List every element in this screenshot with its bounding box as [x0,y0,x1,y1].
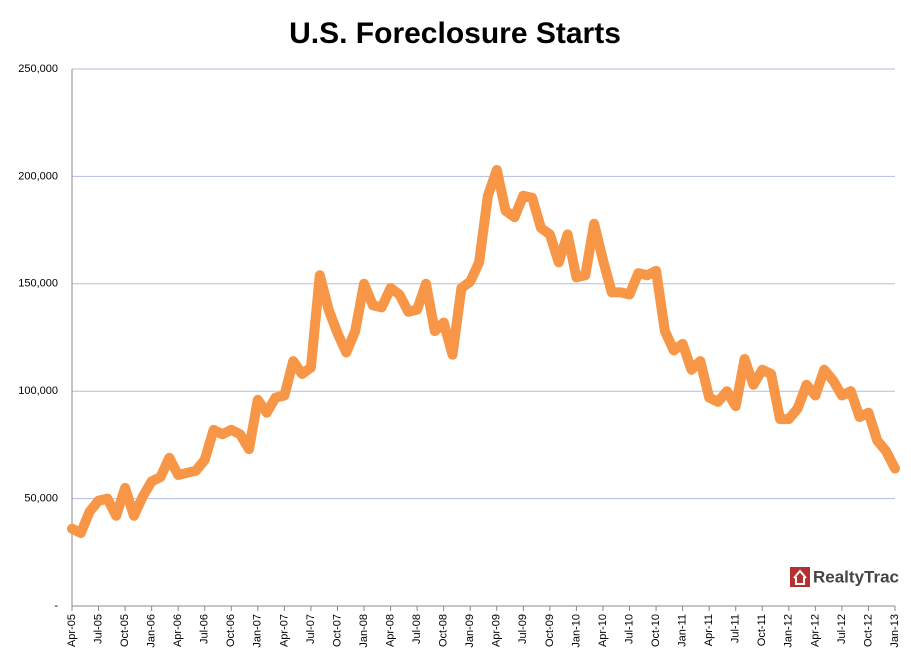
x-tick-label: Jul-06 [199,614,211,644]
y-tick-label: 200,000 [18,170,58,182]
x-tick-label: Oct-10 [650,614,662,647]
chart-title: U.S. Foreclosure Starts [289,17,621,50]
x-tick-label: Apr-08 [384,614,396,647]
y-tick-label: 50,000 [24,493,58,505]
x-tick-label: Oct-07 [331,614,343,647]
logo-text: RealtyTrac [813,567,899,586]
x-tick-label: Oct-05 [119,614,131,647]
x-tick-label: Apr-07 [278,614,290,647]
logo-house [793,569,807,585]
x-tick-label: Oct-08 [438,614,450,647]
x-tick-label: Jul-12 [836,614,848,644]
x-tick-label: Oct-06 [225,614,237,647]
x-tick-label: Jul-05 [92,614,104,644]
y-tick-label: - [54,600,58,612]
x-tick-label: Apr-09 [491,614,503,647]
x-tick-label: Apr-10 [597,614,609,647]
x-tick-label: Oct-09 [544,614,556,647]
x-tick-label: Jul-08 [411,614,423,644]
x-tick-label: Jan-10 [570,614,582,648]
x-tick-label: Jul-07 [305,614,317,644]
x-tick-label: Jan-09 [464,614,476,648]
x-tick-label: Jan-12 [783,614,795,648]
x-tick-label: Apr-11 [703,614,715,646]
y-tick-label: 100,000 [18,385,58,397]
x-tick-label: Jan-13 [889,614,901,648]
data-line [67,165,900,538]
x-tick-label: Oct-12 [862,614,874,647]
x-tick-label: Oct-11 [756,614,768,646]
x-tick-label: Apr-05 [66,614,78,647]
y-tick-label: 150,000 [18,278,58,290]
y-tick-label: 250,000 [18,63,58,75]
logo: RealtyTrac [790,567,899,587]
x-tick-label: Apr-06 [172,614,184,647]
x-tick-label: Jan-08 [358,614,370,648]
x-tick-label: Jan-06 [146,614,158,648]
x-tick-label: Apr-12 [809,614,821,647]
x-tick-label: Jan-11 [677,614,689,647]
x-tick-label: Jul-09 [517,614,529,644]
x-tick-label: Jul-10 [623,614,635,644]
x-tick-label: Jan-07 [252,614,264,648]
x-tick-label: Jul-11 [730,614,742,643]
